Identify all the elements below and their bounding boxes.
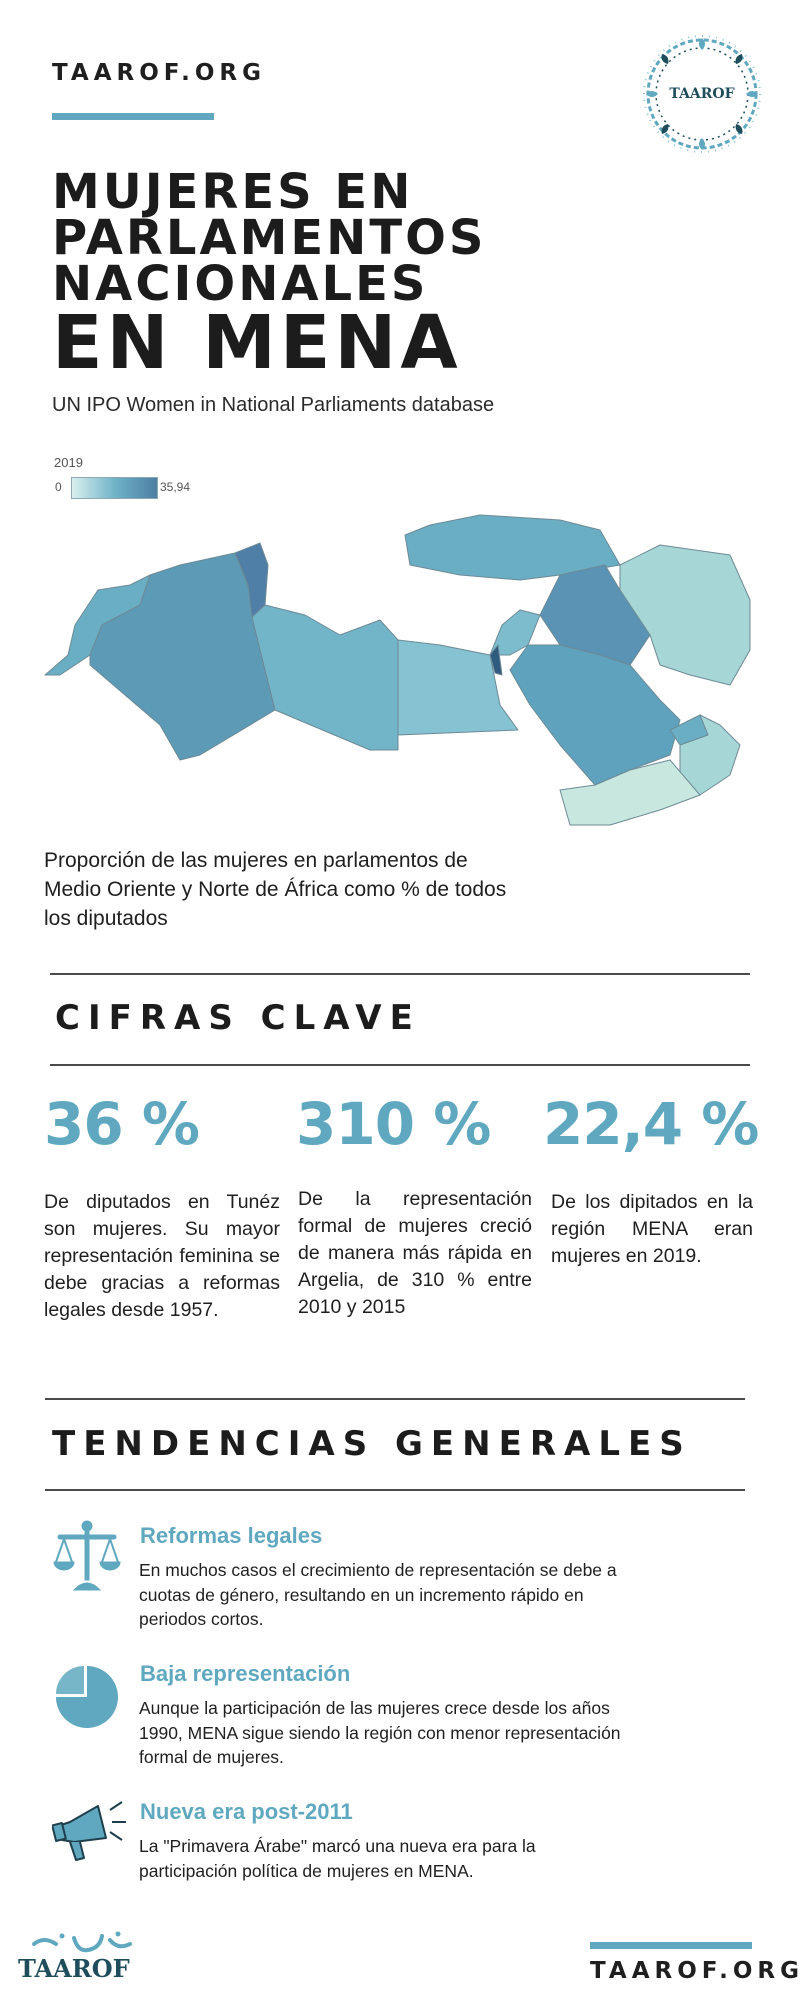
divider: [50, 1064, 750, 1066]
footer-brand-name: TAAROF.ORG: [590, 1958, 800, 1984]
trend-title: Baja representación: [140, 1661, 351, 1686]
key-figure-value: 310 %: [296, 1090, 491, 1158]
trend-text: La "Primavera Árabe" marcó una nueva era…: [139, 1836, 536, 1881]
section-title-key-figures: CIFRAS CLAVE: [55, 998, 421, 1038]
brand-overline: [590, 1942, 752, 1949]
source-subtitle: UN IPO Women in National Parliaments dat…: [52, 394, 495, 416]
legend-year: 2019: [54, 455, 83, 470]
megaphone-icon: [52, 1801, 126, 1861]
page-title-line-2: PARLAMENTOS: [52, 210, 487, 266]
map-caption: Proporción de las mujeres en parlamentos…: [44, 849, 507, 930]
legend-max-value: 35,94: [160, 480, 191, 494]
region-iran: [619, 544, 751, 686]
region-egypt: [397, 639, 519, 736]
key-figure-value: 36 %: [44, 1090, 200, 1158]
ornament-wreath-icon: [643, 35, 761, 153]
page-title-line-4: EN MENA: [52, 300, 462, 386]
brand-underline: [52, 113, 214, 120]
legend-min-value: 0: [55, 480, 62, 494]
trend-text: Aunque la participación de las mujeres c…: [139, 1698, 621, 1767]
trend-title: Reformas legales: [140, 1523, 323, 1548]
arabic-calligraphy-icon: [32, 1931, 132, 1953]
region-libya: [251, 604, 399, 751]
key-figure-description: De la representación formal de mujeres c…: [298, 1188, 532, 1318]
footer-logo: TAAROF: [14, 1930, 144, 1983]
logo-wordmark: TAAROF: [669, 86, 735, 102]
trend-title: Nueva era post-2011: [140, 1799, 353, 1824]
pie-chart-icon: [56, 1666, 118, 1728]
legend-gradient: [71, 477, 158, 499]
region-saudi-arabia: [509, 644, 681, 786]
mena-map: [44, 514, 751, 826]
divider: [45, 1398, 745, 1400]
key-figure-description: De los dipitados en la región MENA eran …: [551, 1191, 753, 1267]
taarof-logo: TAAROF: [638, 30, 766, 158]
page-title-line-1: MUJERES EN: [52, 164, 414, 220]
scales-icon: [53, 1520, 121, 1591]
trend-text: En muchos casos el crecimiento de repres…: [139, 1560, 617, 1629]
region-yemen: [559, 759, 701, 826]
divider: [45, 1489, 745, 1491]
key-figure-description: De diputados en Tunéz son mujeres. Su ma…: [44, 1191, 280, 1321]
key-figure-value: 22,4 %: [543, 1090, 759, 1158]
footer-logo-wordmark: TAAROF: [18, 1954, 130, 1983]
region-israel: [489, 644, 503, 676]
section-title-trends: TENDENCIAS GENERALES: [52, 1424, 692, 1464]
page-title-line-3: NACIONALES: [52, 256, 429, 312]
brand-name: TAAROF.ORG: [52, 60, 266, 86]
divider: [50, 973, 750, 975]
